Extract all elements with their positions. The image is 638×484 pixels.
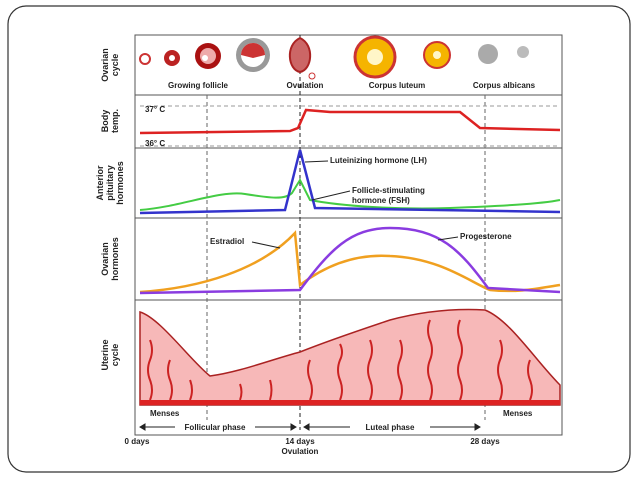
day-label: 14 days <box>285 437 315 446</box>
fsh-curve <box>139 177 561 211</box>
lh-curve <box>139 149 561 215</box>
menses-label: Menses <box>503 409 533 418</box>
day-label: Ovulation <box>282 447 319 456</box>
row-label: Anteriorpituitaryhormones <box>95 161 125 205</box>
row-label: Ovariancycle <box>100 48 120 82</box>
lh-pointer <box>304 160 329 163</box>
temp-label: 36° C <box>145 139 165 148</box>
progesterone-curve <box>139 226 561 295</box>
endometrium <box>139 308 561 406</box>
row-labels: Ovariancycle Bodytemp. Anteriorpituitary… <box>95 48 125 370</box>
row-label: Bodytemp. <box>100 109 120 133</box>
row-label: Ovarianhormones <box>100 237 120 281</box>
stage-label: Ovulation <box>287 81 324 90</box>
phase-label: Luteal phase <box>366 423 415 432</box>
fsh-pointer <box>311 190 351 201</box>
row-label: Uterinecycle <box>100 339 120 370</box>
progesterone-label: Progesterone <box>460 232 512 241</box>
day-label: 28 days <box>470 437 500 446</box>
base-layer <box>140 400 560 405</box>
estradiol-curve <box>139 230 561 294</box>
phase-arrows <box>139 423 481 431</box>
stage-label: Growing follicle <box>168 81 229 90</box>
progesterone-pointer <box>437 236 459 241</box>
glands <box>147 319 533 401</box>
stage-label: Corpus luteum <box>369 81 425 90</box>
estradiol-label: Estradiol <box>210 237 244 246</box>
phase-lines <box>140 35 560 430</box>
lh-label: Luteinizing hormone (LH) <box>330 156 427 165</box>
temp-label: 37° C <box>145 105 165 114</box>
panels <box>134 34 563 436</box>
fsh-label: Follicle-stimulating hormone (FSH) <box>352 186 425 205</box>
ovarian-icons <box>139 35 529 80</box>
estradiol-pointer <box>251 241 281 249</box>
day-label: 0 days <box>125 437 150 446</box>
menses-label: Menses <box>150 409 180 418</box>
phase-label: Follicular phase <box>185 423 246 432</box>
temperature-curve <box>139 108 561 135</box>
stage-label: Corpus albicans <box>473 81 536 90</box>
